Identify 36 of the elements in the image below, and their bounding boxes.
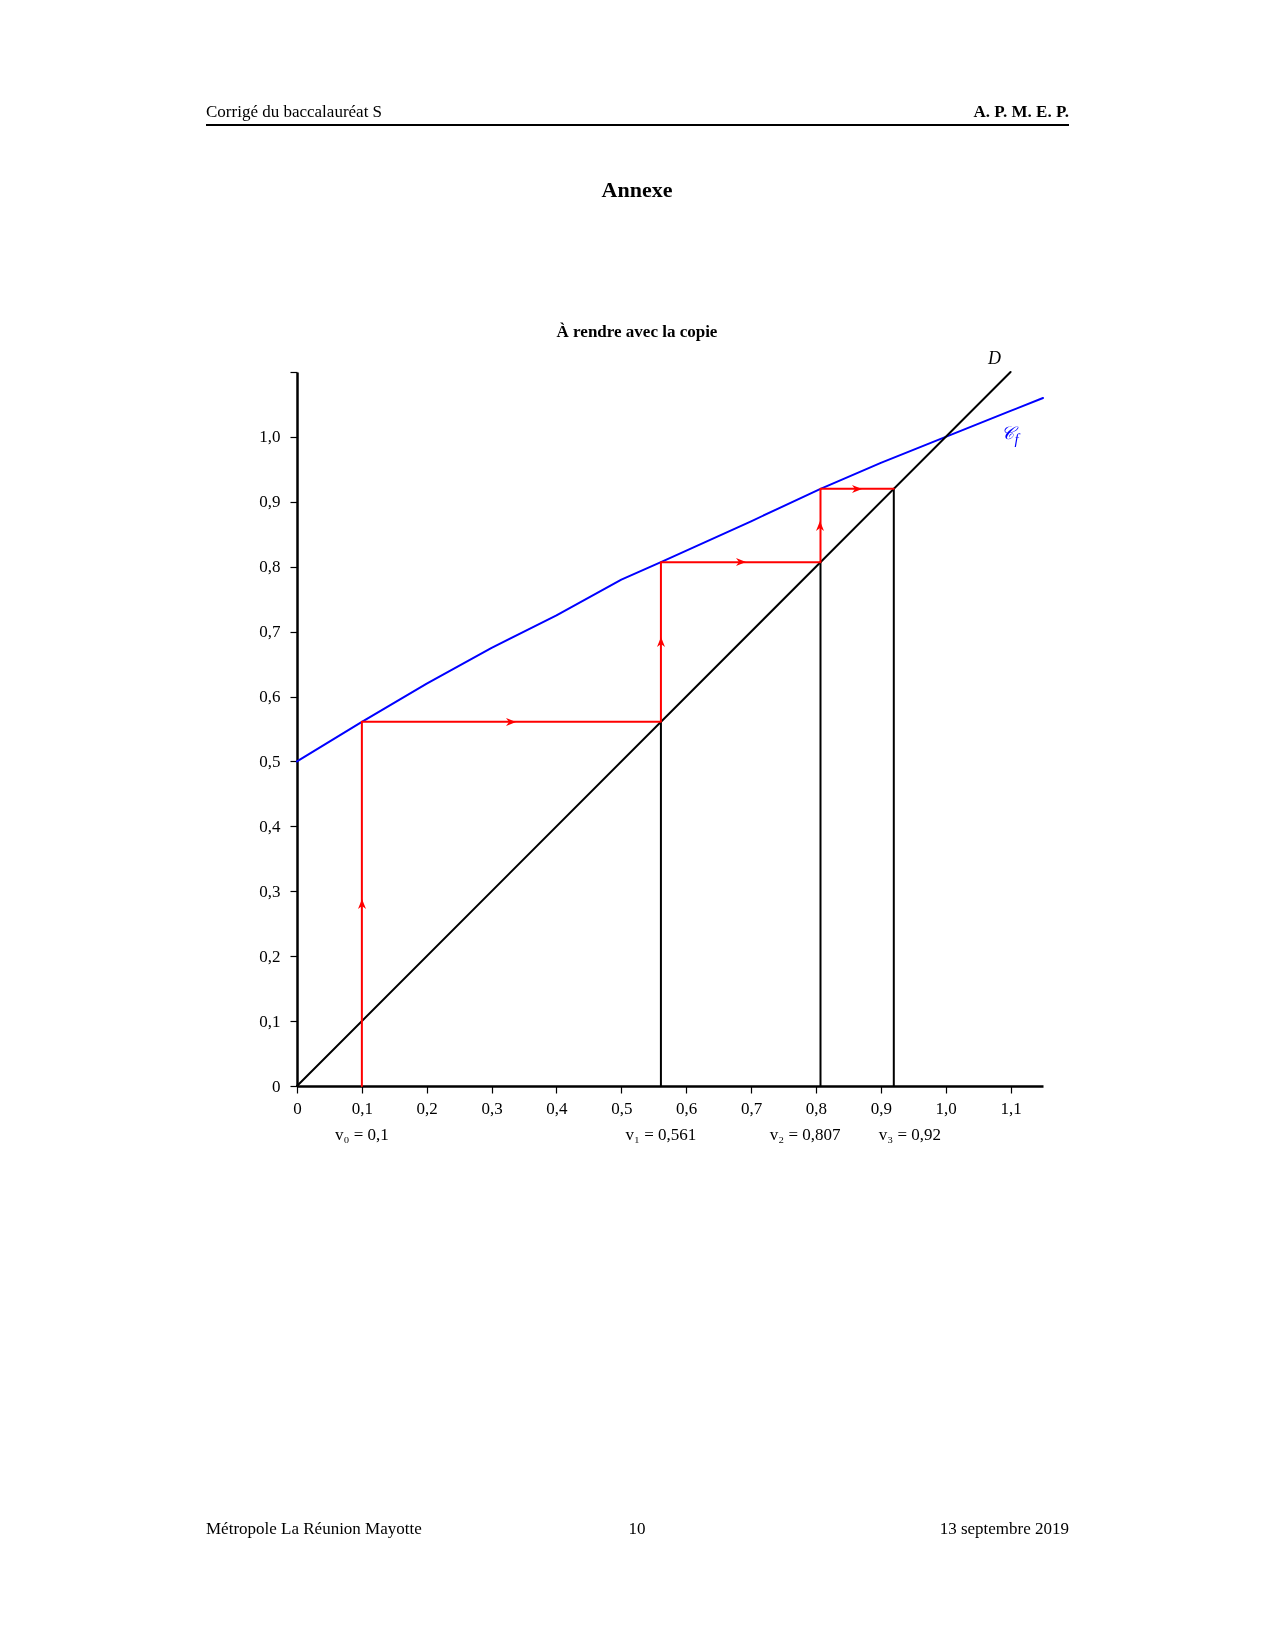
x-tick-label: 1,1 <box>1000 1098 1022 1118</box>
x-tick-label: 0,6 <box>676 1098 698 1118</box>
text: Métropole La Réunion Mayotte <box>206 1519 422 1539</box>
y-tick-label: 0,2 <box>259 946 281 966</box>
text: Corrigé du baccalauréat S <box>206 102 383 122</box>
series-label: D <box>988 347 1002 369</box>
y-tick-label: 0,7 <box>259 622 281 642</box>
y-tick-label: 0,8 <box>259 557 281 577</box>
y-tick-label: 0,4 <box>259 816 281 836</box>
x-tick-label: 0,9 <box>870 1098 892 1118</box>
x-tick-label: 1,0 <box>935 1098 957 1118</box>
annotation: v₁ = 0,561 <box>625 1125 697 1144</box>
y-tick-label: 0,3 <box>259 881 281 901</box>
y-tick-label: 0 <box>272 1076 281 1096</box>
x-tick-label: 0,4 <box>546 1098 569 1118</box>
x-tick-label: 0,8 <box>805 1098 828 1118</box>
text: 13 septembre 2019 <box>939 1519 1069 1539</box>
series-label: 𝒞$_{f}$ <box>1001 422 1019 448</box>
x-tick-label: 0,3 <box>481 1098 503 1118</box>
x-tick-label: 0,2 <box>416 1098 438 1118</box>
x-tick-label: 0,7 <box>740 1098 763 1118</box>
text: A. P. M. E. P. <box>973 102 1069 122</box>
chart-title: Annexe <box>601 177 673 202</box>
y-tick-label: 1,0 <box>259 427 281 447</box>
chart-subtitle: À rendre avec la copie <box>556 322 718 341</box>
x-tick-label: 0 <box>293 1098 302 1118</box>
y-tick-label: 0,5 <box>259 751 281 771</box>
annotation: v₃ = 0,92 <box>878 1125 942 1144</box>
x-tick-label: 0,5 <box>611 1098 633 1118</box>
y-tick-label: 0,6 <box>259 687 281 707</box>
annotation: v₀ = 0,1 <box>334 1125 389 1144</box>
x-tick-label: 0,1 <box>351 1098 373 1118</box>
text: 10 <box>627 1519 647 1539</box>
y-tick-label: 0,9 <box>259 492 281 512</box>
y-tick-label: 0,1 <box>259 1011 281 1031</box>
annotation: v₂ = 0,807 <box>769 1125 841 1144</box>
